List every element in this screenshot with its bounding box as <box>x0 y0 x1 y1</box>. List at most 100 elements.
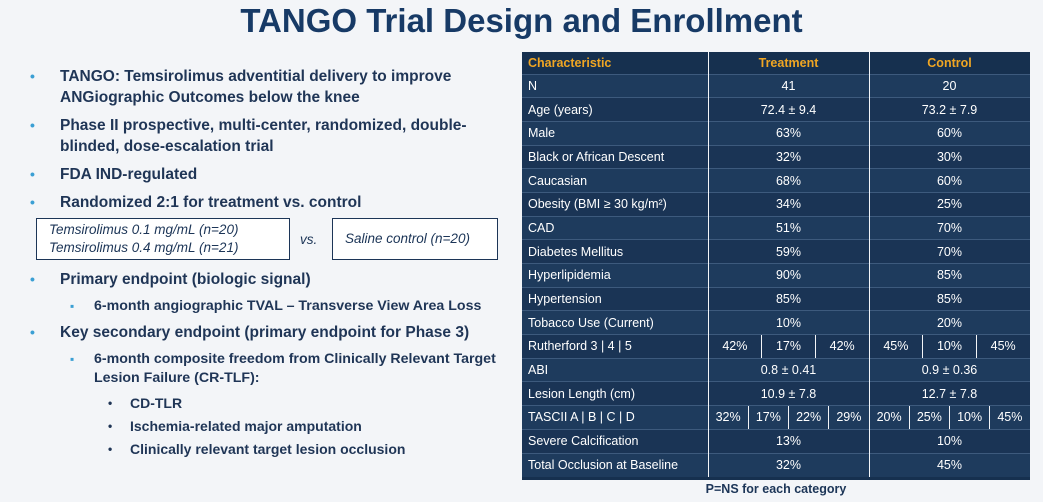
bullet-dot-icon: • <box>30 166 35 182</box>
treatment-cell: 34% <box>708 191 870 217</box>
table-row: Diabetes Mellitus 59% 70% <box>522 239 1031 264</box>
characteristic-cell: Severe Calcification <box>522 428 709 453</box>
treatment-arm-2: Temsirolimus 0.4 mg/mL (n=21) <box>49 240 239 255</box>
characteristic-cell: Diabetes Mellitus <box>522 239 709 264</box>
control-cell: 20% <box>869 310 1031 335</box>
treatment-cell: 51% <box>708 215 870 240</box>
table-row: Severe Calcification 13% 10% <box>522 428 1031 453</box>
bullet-item: • Key secondary endpoint (primary endpoin… <box>28 322 508 343</box>
small-bullet-icon: • <box>108 442 113 456</box>
sub-sub-bullet-text: Ischemia-related major amputation <box>130 418 362 434</box>
treatment-cell: 90% <box>708 263 870 288</box>
sub-bullet-item: ▪ 6-month angiographic TVAL – Transverse … <box>28 297 508 316</box>
characteristics-table: Characteristic Treatment Control N 41 20 Ag… <box>522 52 1031 477</box>
control-cell: 25% <box>869 191 1031 217</box>
characteristic-cell: N <box>522 73 709 98</box>
treatment-cell: 85% <box>708 286 870 311</box>
characteristic-cell: Caucasian <box>522 168 709 193</box>
table-row: ABI 0.8 ± 0.41 0.9 ± 0.36 <box>522 357 1031 382</box>
bullet-dot-icon: • <box>30 324 35 340</box>
split-values: 45% 10% 45% <box>870 335 1030 358</box>
treatment-cell: 32% <box>708 452 870 477</box>
treatment-cell: 10.9 ± 7.8 <box>708 381 870 406</box>
table-row: Caucasian 68% 60% <box>522 168 1031 193</box>
small-bullet-icon: • <box>108 396 113 410</box>
control-cell: 0.9 ± 0.36 <box>869 357 1031 382</box>
characteristic-cell: Hypertension <box>522 286 709 311</box>
bullet-dot-icon: • <box>30 194 35 210</box>
split-value: 20% <box>870 406 910 429</box>
control-cell: 20% 25% 10% 45% <box>869 405 1031 430</box>
characteristic-cell: TASCII A | B | C | D <box>522 405 709 430</box>
treatment-arm-1: Temsirolimus 0.1 mg/mL (n=20) <box>49 222 239 237</box>
characteristic-cell: Black or African Descent <box>522 144 709 169</box>
treatment-cell: 72.4 ± 9.4 <box>708 97 870 122</box>
sub-bullet-item: ▪ 6-month composite freedom from Clinical… <box>28 350 508 388</box>
treatment-cell: 41 <box>708 73 870 98</box>
table-row: Male 63% 60% <box>522 120 1031 146</box>
treatment-cell: 10% <box>708 310 870 335</box>
bullet-dot-icon: • <box>30 117 35 133</box>
split-value: 22% <box>789 406 830 429</box>
bullet-dot-icon: • <box>30 271 35 287</box>
control-cell: 85% <box>869 263 1031 288</box>
treatment-cell: 32% 17% 22% 29% <box>708 405 870 430</box>
bullet-text: Primary endpoint (biologic signal) <box>60 271 311 288</box>
sub-sub-bullet-text: CD-TLR <box>130 395 183 411</box>
split-value: 42% <box>709 335 763 358</box>
table-row: Lesion Length (cm) 10.9 ± 7.8 12.7 ± 7.8 <box>522 381 1031 406</box>
table-footnote: P=NS for each category <box>705 482 847 496</box>
characteristic-cell: Tobacco Use (Current) <box>522 310 709 335</box>
control-cell: 60% <box>869 120 1031 146</box>
bullet-text: TANGO: Temsirolimus adventitial delivery… <box>60 68 452 106</box>
characteristic-cell: Male <box>522 120 709 146</box>
control-cell: 85% <box>869 286 1031 311</box>
split-value: 17% <box>762 335 816 358</box>
bullet-item: • TANGO: Temsirolimus adventitial deliver… <box>28 66 508 108</box>
table-row: Rutherford 3 | 4 | 5 42% 17% 42% 45% 10% 45% <box>522 334 1031 359</box>
bullet-dot-icon: • <box>30 68 35 84</box>
table-row: Total Occlusion at Baseline 32% 45% <box>522 452 1031 477</box>
sub-bullet-text: 6-month angiographic TVAL – Transverse V… <box>94 298 482 314</box>
control-cell: 45% 10% 45% <box>869 334 1031 359</box>
characteristic-cell: ABI <box>522 357 709 382</box>
slide-title: TANGO Trial Design and Enrollment <box>240 2 803 39</box>
bullet-text: Key secondary endpoint (primary endpoint… <box>60 324 470 341</box>
split-value: 45% <box>997 410 1023 425</box>
header-control: Control <box>869 52 1031 74</box>
bullet-item: • FDA IND-regulated <box>28 164 508 185</box>
treatment-cell: 32% <box>708 144 870 169</box>
treatment-cell: 63% <box>708 120 870 146</box>
control-cell: 45% <box>869 452 1031 477</box>
treatment-cell: 42% 17% 42% <box>708 334 870 359</box>
table-row: Tobacco Use (Current) 10% 20% <box>522 310 1031 335</box>
treatment-cell: 68% <box>708 168 870 193</box>
characteristic-cell: Rutherford 3 | 4 | 5 <box>522 334 709 359</box>
control-cell: 60% <box>869 168 1031 193</box>
split-value: 32% <box>709 406 749 429</box>
split-value: 29% <box>836 410 862 425</box>
characteristic-cell: Hyperlipidemia <box>522 263 709 288</box>
treatment-arms-box: Temsirolimus 0.1 mg/mL (n=20) Temsirolim… <box>36 218 290 260</box>
characteristic-cell: Total Occlusion at Baseline <box>522 452 709 477</box>
table-row: TASCII A | B | C | D 32% 17% 22% 29% 20% 25% 10… <box>522 405 1031 430</box>
bullet-text: FDA IND-regulated <box>60 166 198 183</box>
small-bullet-icon: • <box>108 419 113 433</box>
treatment-cell: 0.8 ± 0.41 <box>708 357 870 382</box>
square-bullet-icon: ▪ <box>70 299 75 313</box>
bullet-item: • Randomized 2:1 for treatment vs. contro… <box>28 192 508 213</box>
header-treatment: Treatment <box>708 52 870 74</box>
sub-sub-bullet-item: • Clinically relevant target lesion occlu… <box>28 440 508 459</box>
sub-sub-bullet-item: • CD-TLR <box>28 394 508 413</box>
split-value: 10% <box>950 406 991 429</box>
bullet-item: • Primary endpoint (biologic signal) <box>28 269 508 290</box>
split-values: 32% 17% 22% 29% <box>709 406 869 429</box>
control-arm-box: Saline control (n=20) <box>332 218 498 260</box>
table-header-row: Characteristic Treatment Control <box>522 52 1031 74</box>
split-value: 45% <box>990 339 1016 354</box>
square-bullet-icon: ▪ <box>70 352 75 366</box>
table-row: Obesity (BMI ≥ 30 kg/m²) 34% 25% <box>522 191 1031 217</box>
control-cell: 12.7 ± 7.8 <box>869 381 1031 406</box>
treatment-cell: 13% <box>708 428 870 453</box>
control-cell: 20 <box>869 73 1031 98</box>
